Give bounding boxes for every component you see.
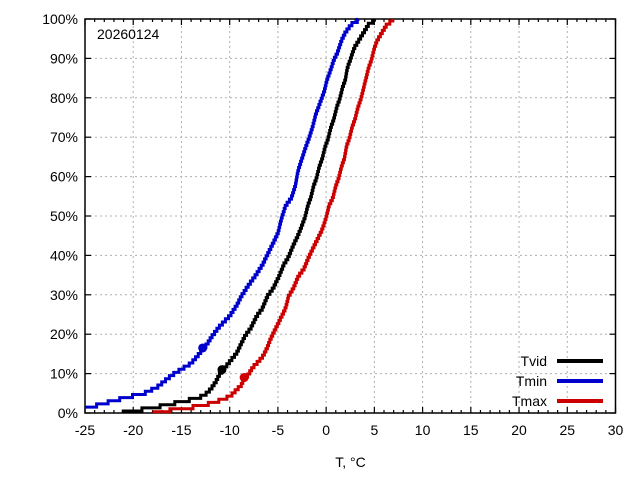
x-tick-label: 20: [511, 422, 527, 438]
legend-line-sample-tmax: [557, 399, 603, 403]
legend-item-tmin: Tmin: [455, 371, 605, 391]
y-tick-label: 100%: [42, 11, 78, 27]
y-tick-label: 20%: [50, 326, 78, 342]
legend-line-sample-tvid: [557, 359, 603, 363]
y-tick-label: 60%: [50, 169, 78, 185]
legend-line-sample-tmin: [557, 379, 603, 383]
x-tick-label: 0: [322, 422, 330, 438]
x-tick-label: -10: [220, 422, 240, 438]
legend-label-tvid: Tvid: [520, 353, 547, 369]
x-tick-label: -20: [123, 422, 143, 438]
y-tick-label: 70%: [50, 129, 78, 145]
y-tick-label: 90%: [50, 50, 78, 66]
series-marker-tmin: [198, 343, 208, 353]
series-curve-tvid: [121, 18, 376, 413]
y-tick-label: 0%: [58, 405, 78, 421]
x-tick-label: 25: [559, 422, 575, 438]
legend-item-tvid: Tvid: [455, 351, 605, 371]
series-curve-tmax: [152, 19, 395, 414]
series-curve-tmin: [85, 17, 360, 409]
legend: Tvid Tmin Tmax: [455, 351, 605, 411]
series-marker-tmax: [239, 373, 249, 383]
y-tick-label: 80%: [50, 90, 78, 106]
date-annotation: 20260124: [97, 26, 160, 42]
y-tick-label: 40%: [50, 247, 78, 263]
legend-item-tmax: Tmax: [455, 391, 605, 411]
x-tick-label: 10: [415, 422, 431, 438]
x-axis-title: T, °C: [335, 454, 366, 470]
x-tick-label: -25: [75, 422, 95, 438]
x-tick-label: 30: [608, 422, 624, 438]
y-tick-label: 50%: [50, 208, 78, 224]
x-tick-label: 15: [463, 422, 479, 438]
series-marker-tvid: [217, 365, 227, 375]
x-tick-label: -5: [272, 422, 285, 438]
y-tick-label: 10%: [50, 366, 78, 382]
x-tick-label: 5: [370, 422, 378, 438]
legend-label-tmin: Tmin: [515, 373, 547, 389]
x-tick-label: -15: [171, 422, 191, 438]
legend-label-tmax: Tmax: [512, 393, 547, 409]
y-tick-label: 30%: [50, 287, 78, 303]
